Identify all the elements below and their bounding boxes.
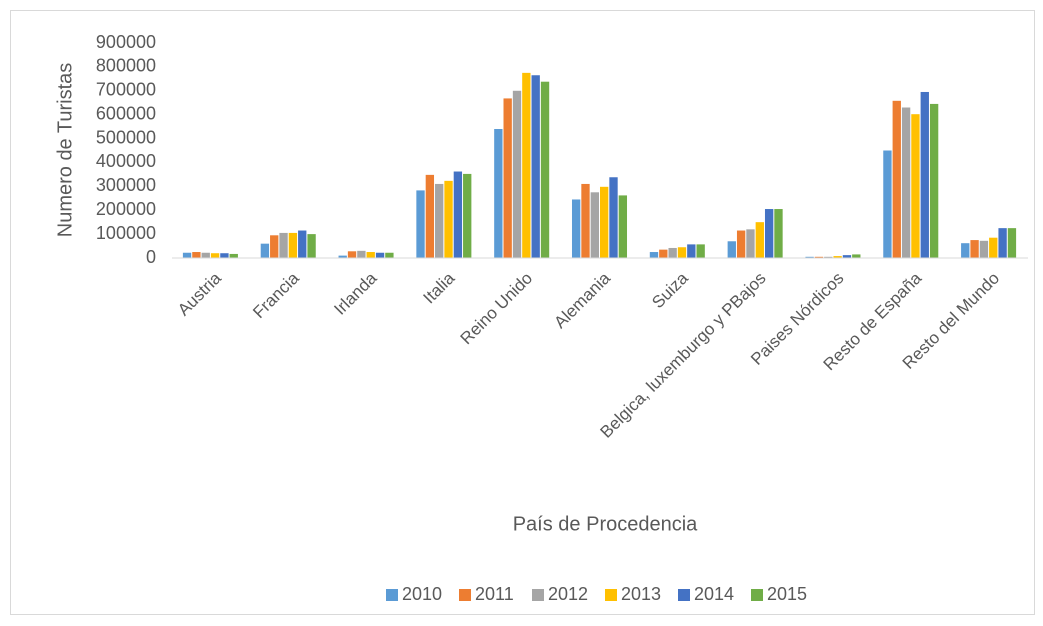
bar bbox=[998, 228, 1007, 258]
bar bbox=[814, 256, 824, 258]
y-tick-label: 200000 bbox=[96, 199, 156, 219]
legend-swatch bbox=[532, 589, 544, 601]
bar bbox=[805, 256, 814, 258]
bar bbox=[540, 81, 550, 258]
y-tick-label: 300000 bbox=[96, 175, 156, 195]
bar bbox=[892, 100, 901, 258]
legend-label: 2010 bbox=[402, 584, 442, 604]
bar bbox=[609, 177, 618, 258]
bar bbox=[338, 255, 347, 258]
y-tick-label: 600000 bbox=[96, 103, 156, 123]
legend-label: 2012 bbox=[548, 584, 588, 604]
y-tick-label: 800000 bbox=[96, 56, 156, 76]
bar bbox=[764, 209, 774, 258]
bar bbox=[911, 114, 920, 258]
bar bbox=[220, 253, 229, 258]
legend-swatch bbox=[678, 589, 690, 601]
bar bbox=[600, 186, 609, 258]
bar bbox=[512, 90, 522, 259]
bar bbox=[842, 255, 852, 258]
bar bbox=[687, 244, 696, 258]
bar bbox=[727, 241, 736, 258]
bar bbox=[590, 192, 599, 258]
bar bbox=[201, 252, 210, 258]
bar bbox=[755, 222, 764, 258]
bar bbox=[288, 232, 298, 258]
bar bbox=[522, 72, 531, 258]
y-tick-label: 700000 bbox=[96, 80, 156, 100]
legend-swatch bbox=[751, 589, 763, 601]
bar bbox=[970, 240, 979, 258]
bar bbox=[375, 252, 385, 258]
bar bbox=[852, 254, 861, 258]
bar bbox=[920, 91, 929, 258]
bar bbox=[696, 244, 705, 258]
bar bbox=[929, 103, 939, 259]
y-tick-label: 500000 bbox=[96, 127, 156, 147]
bar bbox=[463, 173, 472, 258]
bar bbox=[883, 150, 892, 258]
y-tick-label: 900000 bbox=[96, 32, 156, 52]
y-tick-label: 100000 bbox=[96, 223, 156, 243]
bar bbox=[736, 230, 746, 258]
bar bbox=[989, 237, 998, 258]
bar bbox=[260, 243, 270, 258]
bar bbox=[746, 229, 755, 258]
bar bbox=[901, 107, 911, 258]
legend-swatch bbox=[459, 589, 471, 601]
legend-label: 2014 bbox=[694, 584, 734, 604]
bar bbox=[503, 98, 512, 258]
legend-swatch bbox=[386, 589, 398, 601]
legend-label: 2011 bbox=[475, 584, 514, 604]
bar bbox=[279, 232, 288, 258]
bar bbox=[366, 252, 375, 258]
bar bbox=[298, 230, 307, 258]
legend-label: 2015 bbox=[767, 584, 807, 604]
bar bbox=[444, 180, 453, 258]
bar bbox=[210, 253, 220, 258]
bar bbox=[453, 171, 463, 258]
bar bbox=[571, 199, 581, 258]
bar bbox=[385, 252, 394, 258]
y-tick-label: 400000 bbox=[96, 151, 156, 171]
bar bbox=[581, 183, 590, 258]
bar bbox=[307, 234, 316, 258]
bar bbox=[182, 252, 192, 258]
legend-label: 2013 bbox=[621, 584, 661, 604]
bar bbox=[979, 240, 989, 258]
bar bbox=[229, 253, 238, 258]
y-axis-title: Numero de Turistas bbox=[54, 63, 76, 238]
bar bbox=[774, 209, 783, 258]
x-axis-title: País de Procedencia bbox=[513, 513, 698, 535]
legend-swatch bbox=[605, 589, 617, 601]
bar bbox=[833, 256, 842, 258]
bar bbox=[677, 247, 687, 258]
bar bbox=[618, 195, 628, 258]
bar bbox=[416, 190, 425, 258]
bar bbox=[357, 250, 366, 258]
bar bbox=[347, 251, 357, 258]
bar bbox=[668, 247, 677, 258]
bar bbox=[425, 174, 435, 258]
y-tick-label: 0 bbox=[146, 247, 156, 267]
bar bbox=[270, 235, 279, 258]
bar bbox=[649, 252, 659, 258]
bar bbox=[961, 243, 970, 258]
bar bbox=[435, 183, 444, 258]
bar bbox=[192, 252, 201, 258]
bar bbox=[659, 249, 668, 258]
bar bbox=[531, 75, 540, 258]
bar bbox=[1007, 228, 1017, 258]
bar bbox=[824, 256, 833, 258]
bar bbox=[494, 129, 503, 258]
